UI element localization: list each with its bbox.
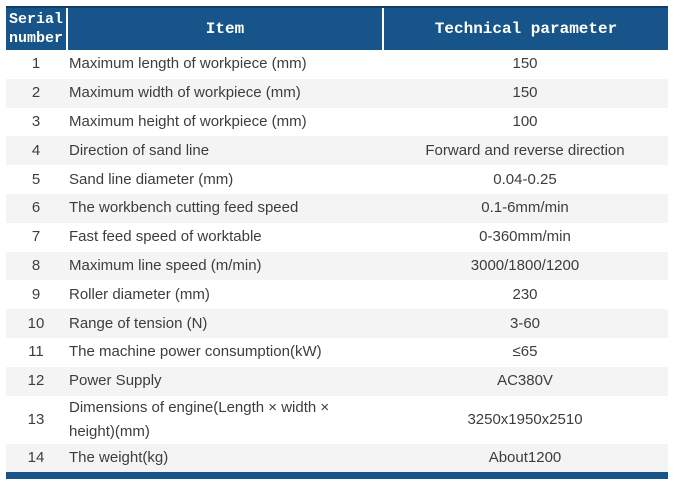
serial-cell: 11 xyxy=(28,343,44,361)
item-cell: Maximum line speed (m/min) xyxy=(69,256,262,274)
table-row: 6 The workbench cutting feed speed 0.1-6… xyxy=(6,193,668,223)
item-cell: Roller diameter (mm) xyxy=(69,285,210,303)
serial-cell: 4 xyxy=(31,141,41,159)
serial-cell: 10 xyxy=(27,314,45,332)
serial-cell: 8 xyxy=(31,256,41,274)
serial-cell: 14 xyxy=(27,448,45,466)
value-cell: 3250x1950x2510 xyxy=(467,410,583,428)
item-cell: The weight(kg) xyxy=(69,448,169,466)
table-row: 5 Sand line diameter (mm) 0.04-0.25 xyxy=(6,165,668,194)
header-cell-serial-number: Serial number xyxy=(8,11,63,47)
table-row: 7 Fast feed speed of worktable 0-360mm/m… xyxy=(6,222,668,252)
item-cell: The workbench cutting feed speed xyxy=(69,199,299,217)
value-cell: About1200 xyxy=(488,448,562,466)
item-cell: Maximum length of workpiece (mm) xyxy=(69,55,307,73)
value-cell: Forward and reverse direction xyxy=(425,141,625,159)
table-row: 1 Maximum length of workpiece (mm) 150 xyxy=(6,50,668,79)
spec-table: Serial number Item Technical parameter 1… xyxy=(6,6,668,480)
item-cell: Sand line diameter (mm) xyxy=(69,170,234,188)
header-cell-item: Item xyxy=(66,8,382,50)
value-cell: 3000/1800/1200 xyxy=(470,256,580,274)
header-cell-technical-parameter: Technical parameter xyxy=(382,8,668,50)
item-cell: Maximum width of workpiece (mm) xyxy=(69,84,301,102)
value-cell: ≤65 xyxy=(512,343,538,361)
table-row: 10 Range of tension (N) 3-60 xyxy=(6,309,668,338)
value-cell: 150 xyxy=(512,84,538,102)
serial-cell: 2 xyxy=(31,84,41,102)
value-cell: AC380V xyxy=(497,372,553,390)
serial-cell: 6 xyxy=(31,199,41,217)
value-cell: 3-60 xyxy=(509,314,541,332)
item-cell: Fast feed speed of worktable xyxy=(69,228,262,246)
item-cell: Maximum height of workpiece (mm) xyxy=(69,112,307,130)
serial-cell: 12 xyxy=(27,372,45,390)
serial-cell: 13 xyxy=(27,410,45,428)
value-cell: 0.04-0.25 xyxy=(493,170,557,188)
table-row: 11 The machine power consumption(kW) ≤65 xyxy=(6,337,668,367)
table-row: 8 Maximum line speed (m/min) 3000/1800/1… xyxy=(6,251,668,281)
table-header: Serial number Item Technical parameter xyxy=(6,6,668,50)
table-row: 12 Power Supply AC380V xyxy=(6,366,668,396)
serial-cell: 5 xyxy=(31,170,41,188)
item-cell: The machine power consumption(kW) xyxy=(69,343,322,361)
bottom-accent-bar xyxy=(6,472,668,480)
value-cell: 0.1-6mm/min xyxy=(481,199,569,217)
table-row: 13 Dimensions of engine(Length × width ×… xyxy=(6,395,668,444)
value-cell: 230 xyxy=(512,285,538,303)
serial-cell: 3 xyxy=(31,112,41,130)
table-row: 9 Roller diameter (mm) 230 xyxy=(6,280,668,310)
value-cell: 0-360mm/min xyxy=(479,228,571,246)
value-cell: 150 xyxy=(512,55,538,73)
table-row: 14 The weight(kg) About1200 xyxy=(6,443,668,473)
table-body: 1 Maximum length of workpiece (mm) 150 2… xyxy=(6,50,668,473)
item-cell: Dimensions of engine(Length × width × he… xyxy=(69,398,330,440)
table-row: 3 Maximum height of workpiece (mm) 100 xyxy=(6,107,668,137)
item-cell: Range of tension (N) xyxy=(69,314,208,332)
item-cell: Direction of sand line xyxy=(69,141,210,159)
item-cell: Power Supply xyxy=(69,372,162,390)
serial-cell: 7 xyxy=(31,228,41,246)
table-row: 4 Direction of sand line Forward and rev… xyxy=(6,136,668,166)
table-row: 2 Maximum width of workpiece (mm) 150 xyxy=(6,78,668,108)
serial-cell: 9 xyxy=(31,285,41,303)
serial-cell: 1 xyxy=(31,55,41,73)
value-cell: 100 xyxy=(512,112,538,130)
